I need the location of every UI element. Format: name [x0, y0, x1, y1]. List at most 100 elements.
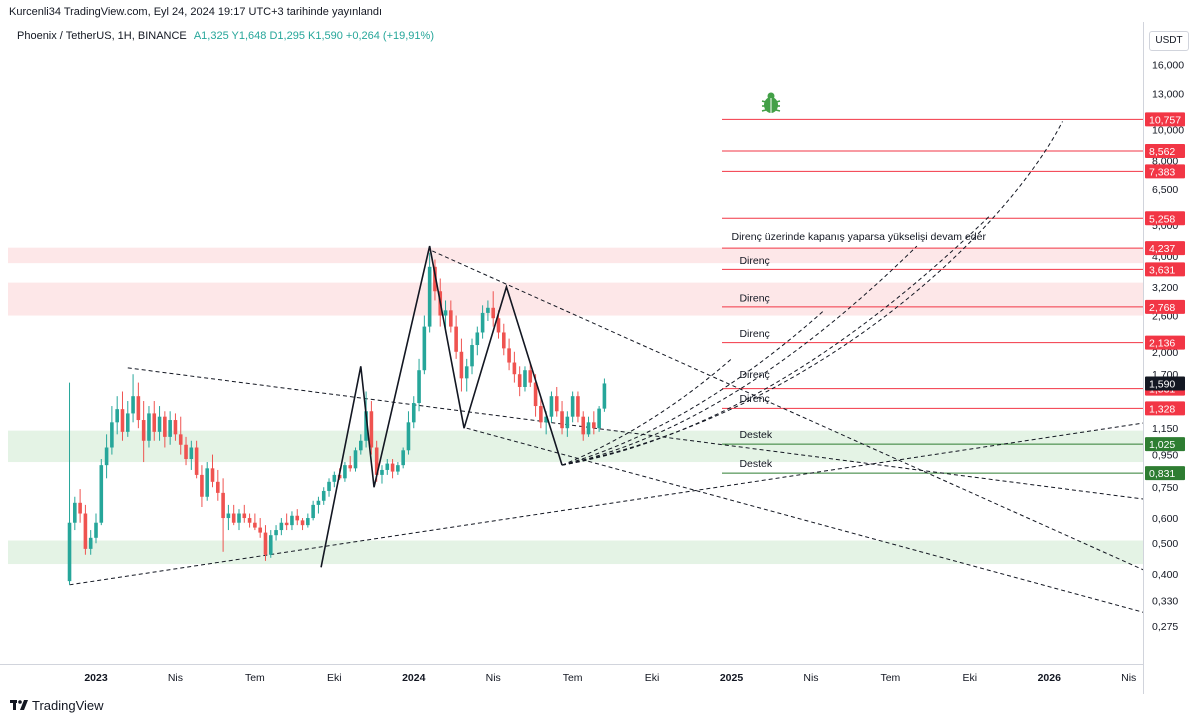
- candle-body: [99, 465, 104, 523]
- price-tick-label: 2,000: [1152, 347, 1178, 359]
- candle: [480, 305, 485, 339]
- candle-body: [110, 422, 114, 448]
- candle: [231, 504, 236, 526]
- candle-body: [263, 532, 268, 555]
- bug-icon: [761, 92, 781, 113]
- price-level-label: 7,383: [1149, 166, 1175, 178]
- time-tick-label: Tem: [563, 672, 583, 684]
- candle-body: [300, 520, 305, 526]
- candle: [327, 478, 331, 497]
- candle-body: [163, 416, 167, 437]
- candle: [316, 496, 321, 514]
- annotation-label: Destek: [739, 429, 772, 441]
- candle-body: [231, 513, 236, 523]
- candlestick-chart[interactable]: Direnç üzerinde kapanış yaparsa yükseliş…: [0, 22, 1200, 694]
- candle-body: [401, 450, 405, 466]
- candle: [168, 411, 172, 445]
- candle-body: [78, 502, 82, 514]
- time-tick-label: Eki: [327, 672, 342, 684]
- candle: [554, 386, 559, 417]
- price-level-label: 8,562: [1149, 146, 1175, 158]
- tradingview-logo[interactable]: TradingView: [10, 698, 104, 713]
- candle: [290, 511, 294, 531]
- candle-body: [295, 515, 300, 521]
- candle-body: [168, 420, 172, 437]
- candle-body: [411, 403, 416, 423]
- candle: [507, 338, 511, 371]
- candle: [226, 504, 231, 531]
- candle: [115, 396, 119, 435]
- price-level-label: 0,831: [1149, 468, 1175, 480]
- annotation-label: Direnç: [739, 328, 769, 340]
- candle-body: [226, 513, 231, 519]
- candle-body: [258, 527, 262, 533]
- chart-area[interactable]: Direnç üzerinde kapanış yaparsa yükseliş…: [0, 22, 1200, 694]
- candle-body: [316, 500, 321, 505]
- candle-body: [274, 530, 278, 536]
- candle: [311, 500, 315, 521]
- price-zone: [8, 282, 1143, 316]
- candle-body: [597, 408, 601, 429]
- price-tick-label: 13,000: [1152, 88, 1184, 100]
- candle: [136, 382, 141, 429]
- last-price-badge: [1145, 376, 1185, 391]
- candle: [501, 323, 506, 356]
- candle: [491, 291, 495, 327]
- candle-body: [173, 420, 178, 435]
- candle: [427, 252, 432, 333]
- candle-body: [216, 481, 220, 493]
- time-tick-label: Nis: [803, 672, 818, 684]
- candle: [120, 391, 125, 441]
- candle: [380, 465, 384, 484]
- candle: [131, 374, 135, 423]
- candle: [454, 315, 458, 359]
- candle-body: [359, 440, 363, 451]
- last-price-label: 1,590: [1149, 378, 1175, 390]
- candle-body: [321, 490, 326, 501]
- candle-body: [507, 348, 511, 363]
- currency-unit-button[interactable]: USDT: [1149, 31, 1189, 51]
- time-tick-label: Tem: [245, 672, 265, 684]
- candle-body: [194, 447, 199, 475]
- candle: [385, 459, 390, 475]
- candle-body: [73, 502, 77, 523]
- annotation-label: Direnç: [739, 255, 769, 267]
- candle: [78, 489, 82, 523]
- candle: [449, 300, 453, 333]
- candle: [173, 413, 178, 441]
- candle: [157, 406, 162, 441]
- candle: [284, 513, 289, 531]
- candle-body: [157, 416, 162, 432]
- symbol-legend: Phoenix / TetherUS, 1H, BINANCE A1,325 Y…: [17, 30, 434, 42]
- candle-body: [83, 513, 88, 549]
- candle: [353, 447, 358, 472]
- candle-body: [586, 422, 591, 435]
- candle-body: [533, 382, 538, 407]
- candle-body: [268, 535, 273, 555]
- candle: [253, 513, 257, 531]
- candle-body: [141, 420, 146, 441]
- candle-body: [592, 422, 596, 429]
- candle-body: [136, 396, 141, 421]
- candle-body: [560, 411, 564, 429]
- candle-body: [290, 515, 294, 526]
- candle: [274, 525, 278, 541]
- candle-body: [565, 416, 570, 429]
- candle-body: [205, 468, 210, 497]
- candle-body: [67, 522, 72, 582]
- candle-body: [364, 411, 368, 441]
- annotation-label: Direnç: [739, 369, 769, 381]
- price-tick-label: 0,330: [1152, 596, 1178, 608]
- dashed-trendline: [466, 427, 1143, 613]
- candle-body: [210, 468, 215, 482]
- time-tick-label: 2024: [402, 672, 426, 684]
- candle-body: [306, 518, 310, 526]
- candle: [263, 525, 268, 561]
- candle-body: [327, 481, 331, 491]
- candle-body: [120, 409, 125, 432]
- candle-body: [343, 465, 347, 479]
- candle-body: [406, 422, 411, 451]
- candle-body: [496, 318, 501, 333]
- time-tick-label: 2026: [1038, 672, 1062, 684]
- time-tick-label: Nis: [486, 672, 501, 684]
